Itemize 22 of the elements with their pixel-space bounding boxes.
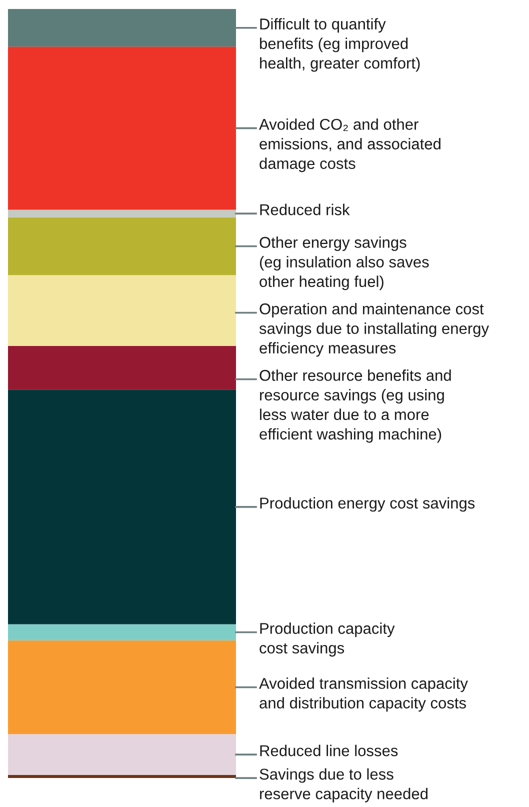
series-label: Savings due to less reserve capacity needed <box>260 768 428 802</box>
series-label: Difficult to quantify benefits (eg improved health, greater comfort) <box>260 18 420 72</box>
bar <box>8 390 236 624</box>
bar <box>8 210 236 218</box>
bar <box>8 46 236 210</box>
bar <box>8 624 236 640</box>
series-label: Reduced line losses <box>260 744 398 756</box>
bar <box>8 774 236 778</box>
bar <box>8 9 236 47</box>
series-label: Other resource benefits and resource savings (eg using less water due to a more efficient washing machine) <box>260 369 451 443</box>
series-label: Production capacity cost savings <box>260 622 395 657</box>
bar <box>8 734 236 775</box>
bar <box>8 346 236 390</box>
series-label: Reduced risk <box>260 204 350 216</box>
series-label: Production energy cost savings <box>260 497 475 512</box>
bar <box>8 275 236 346</box>
series-label: Operation and maintenance cost savings due to installating energy efficiency measures <box>259 302 489 357</box>
bar <box>8 640 236 734</box>
series-label: Other energy savings (eg insulation also saves other heating fuel) <box>260 236 429 290</box>
series-label: Avoided CO₂ and other emissions, and associated damage costs <box>259 118 440 172</box>
series-label: Avoided transmission capacity and distribution capacity costs <box>259 678 468 712</box>
bar <box>8 217 236 276</box>
